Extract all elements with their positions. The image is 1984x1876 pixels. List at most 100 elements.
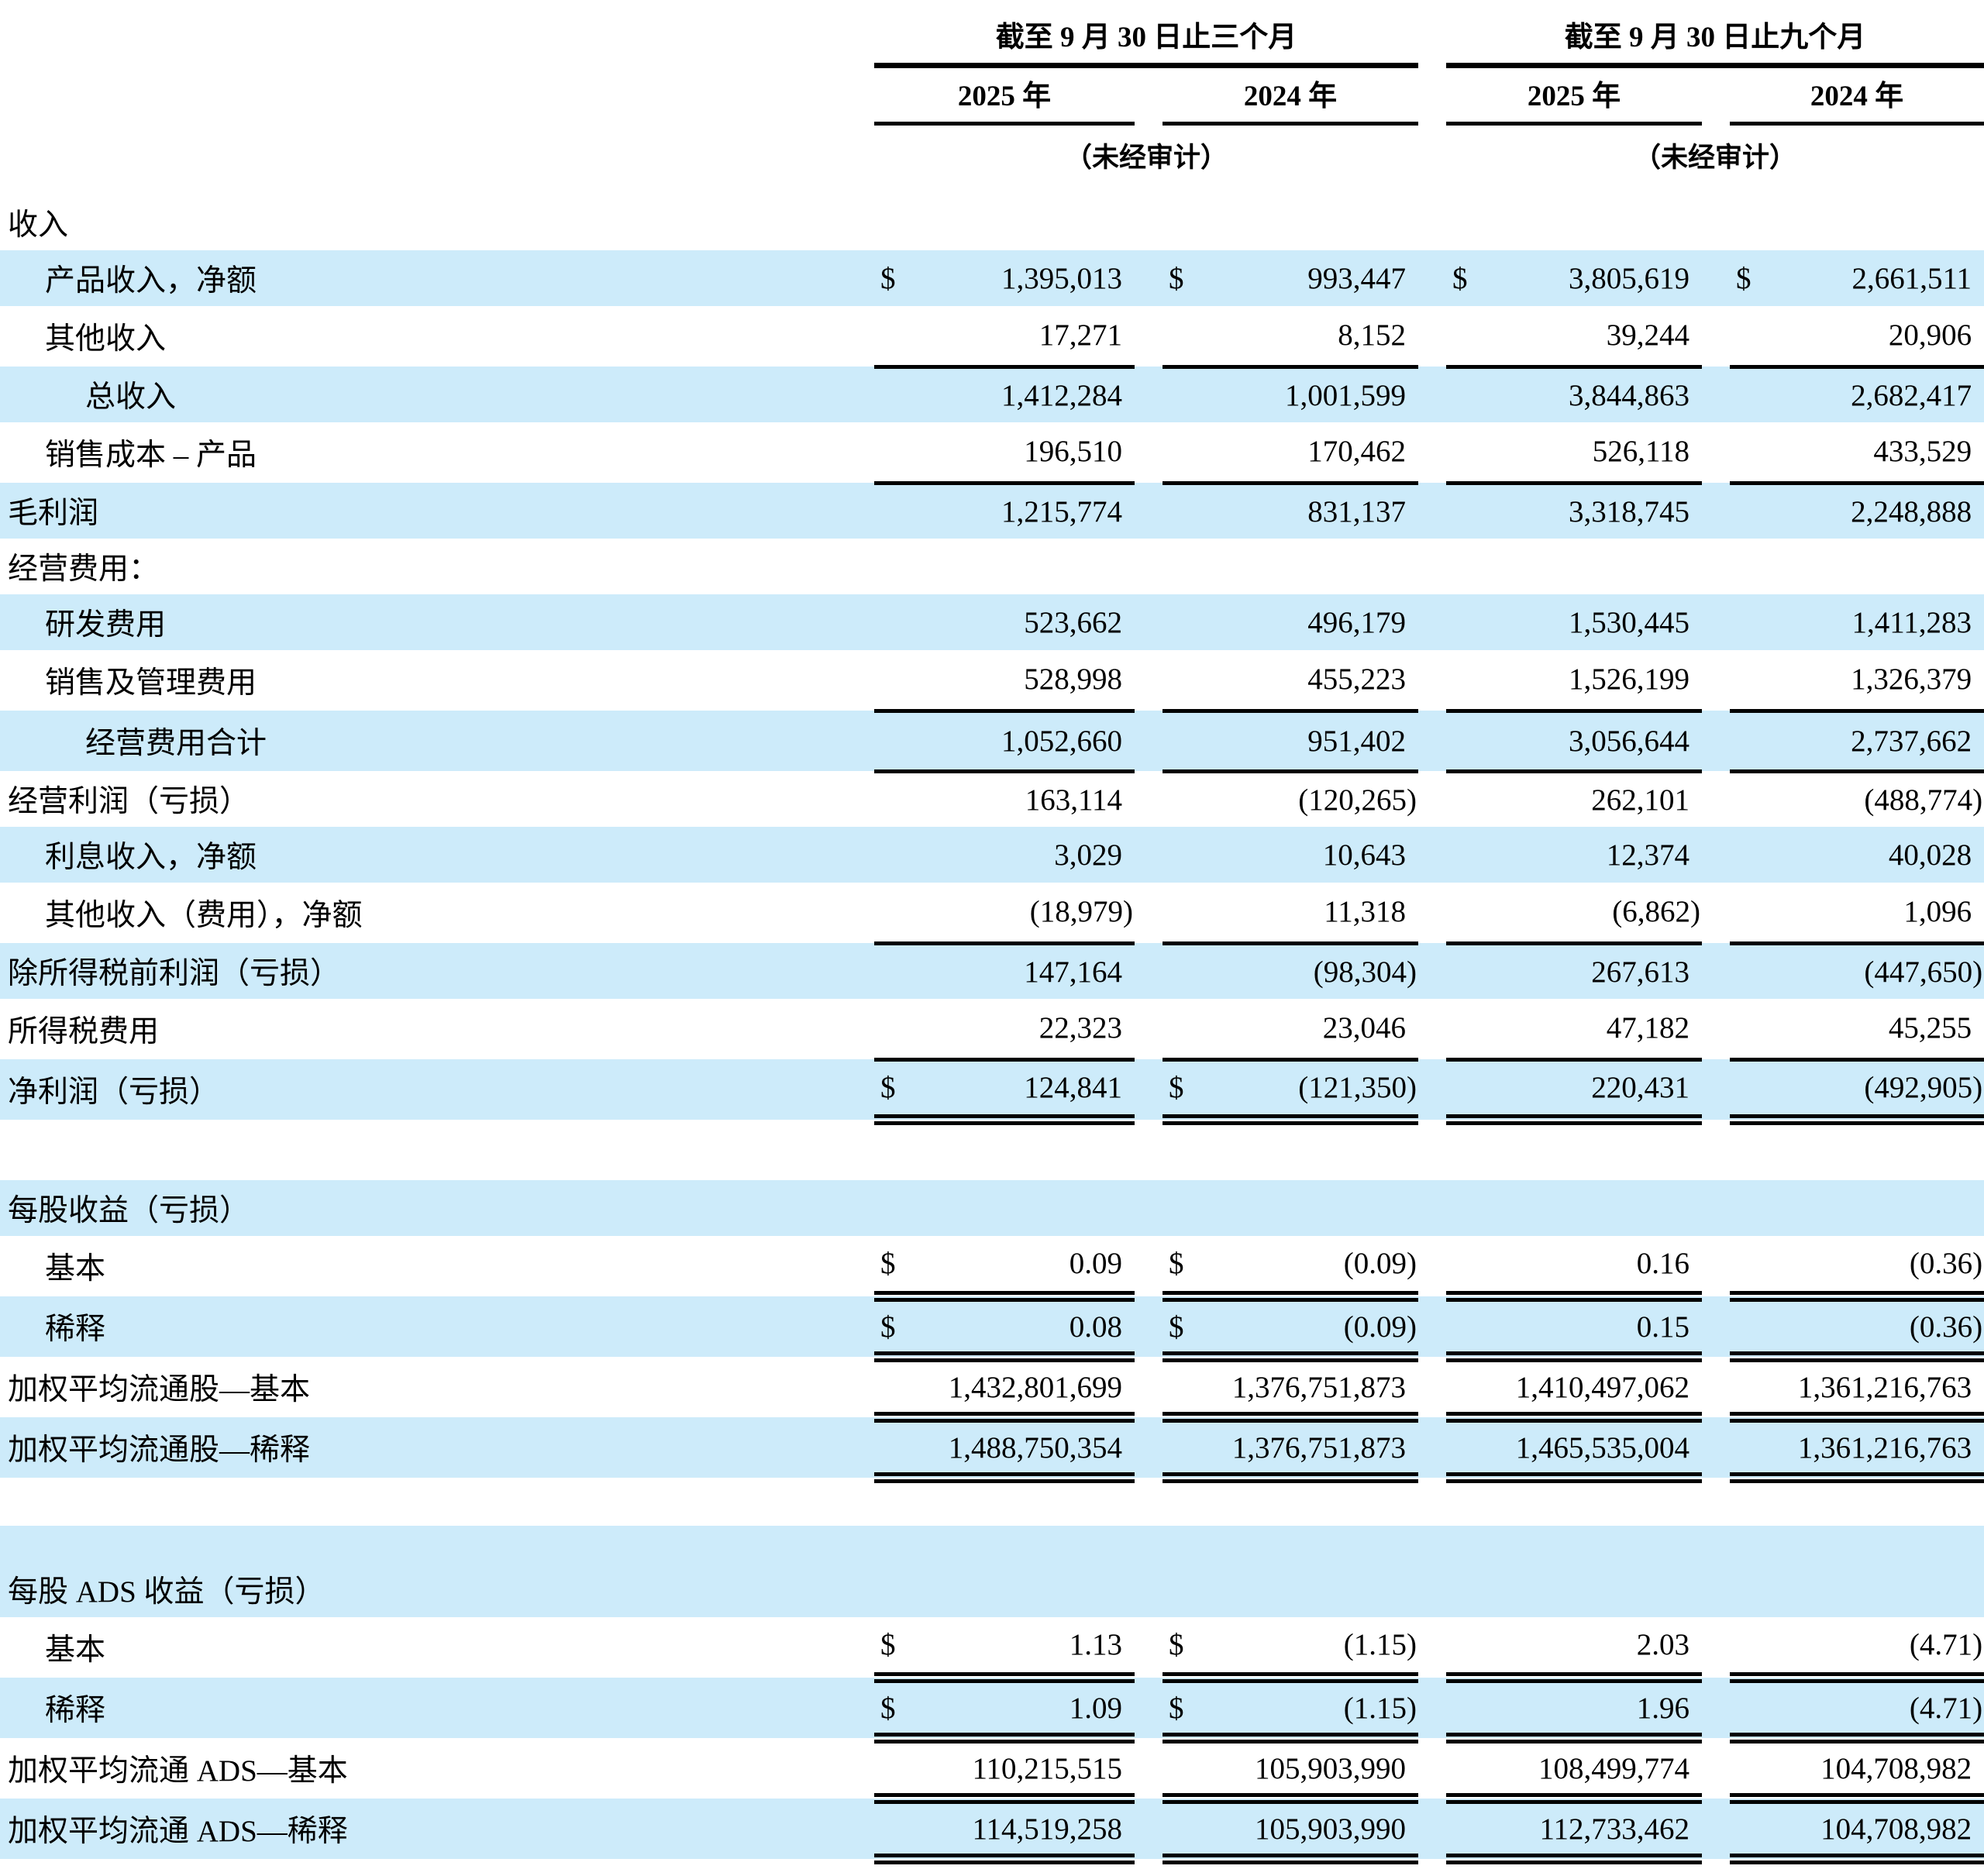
column-gap	[1418, 1417, 1446, 1478]
value-cell: 1,361,216,763	[1775, 1357, 1984, 1423]
value-cell: 951,402	[1207, 711, 1419, 773]
column-gap	[1135, 1059, 1162, 1120]
value-cell: 11,318	[1207, 883, 1419, 945]
dollar-sign-cell	[1730, 483, 1775, 539]
value-cell: 105,903,990	[1207, 1738, 1419, 1804]
dollar-sign-cell	[874, 943, 919, 999]
row-label: 收入	[8, 208, 69, 242]
row-label: 净利润（亏损）	[8, 1076, 220, 1109]
row-label: 产品收入，净额	[45, 264, 257, 298]
column-gap	[1418, 1561, 1446, 1617]
value-cell: 22,323	[919, 999, 1135, 1062]
group-gap	[1418, 0, 1446, 66]
dollar-sign-cell	[1162, 539, 1207, 594]
row-label: 基本	[45, 1252, 106, 1286]
year-header-9m-2025: 2025 年	[1446, 65, 1703, 126]
value-cell: 47,182	[1491, 999, 1703, 1062]
dollar-sign-cell	[874, 483, 919, 539]
value-cell: (0.36)	[1775, 1296, 1984, 1362]
row-label: 其他收入	[45, 322, 167, 356]
dollar-sign-cell	[1162, 999, 1207, 1062]
value-cell	[1491, 539, 1702, 594]
year-header-row: 2025 年 2024 年 2025 年 2024 年	[0, 65, 1984, 126]
dollar-sign-cell	[874, 711, 919, 773]
dollar-sign-cell	[1730, 1296, 1776, 1362]
value-cell: 39,244	[1491, 306, 1703, 369]
dollar-sign-cell	[874, 594, 919, 650]
value-cell: 3,844,863	[1569, 378, 1690, 412]
group-gap	[1135, 66, 1162, 124]
value-cell	[1775, 1180, 1984, 1236]
dollar-sign-cell	[1730, 1738, 1776, 1804]
column-gap	[1135, 1738, 1162, 1799]
column-gap	[1135, 1561, 1162, 1617]
table-row: 所得税费用 22,323 23,046 47,182 45,255	[0, 999, 1984, 1062]
dollar-sign-cell	[1730, 1617, 1776, 1683]
value-cell: (6,862)	[1491, 883, 1703, 945]
table-row: 加权平均流通 ADS—基本 110,215,515 105,903,990 108,4…	[0, 1738, 1984, 1804]
value-cell: 528,998	[919, 650, 1135, 713]
column-gap	[1135, 367, 1162, 422]
dollar-sign-cell: $	[1736, 261, 1752, 295]
spacer-row	[0, 1478, 1984, 1526]
column-gap	[1702, 827, 1730, 883]
column-gap	[1702, 1738, 1730, 1799]
column-gap	[1702, 539, 1730, 594]
dollar-sign-cell	[1446, 1799, 1492, 1864]
value-cell: 105,903,990	[1207, 1799, 1419, 1864]
dollar-sign-cell	[1162, 711, 1207, 773]
dollar-sign-cell	[1162, 650, 1207, 713]
column-gap	[1702, 422, 1730, 483]
dollar-sign-cell	[874, 999, 919, 1062]
dollar-sign-cell	[1730, 1059, 1776, 1125]
dollar-sign-cell: $	[1162, 1296, 1207, 1362]
dollar-sign-cell	[1446, 483, 1491, 539]
column-gap	[1702, 306, 1730, 367]
column-gap	[1702, 771, 1730, 827]
column-gap	[1418, 1180, 1446, 1236]
dollar-sign-cell	[1446, 1561, 1491, 1617]
value-cell: 23,046	[1207, 999, 1419, 1062]
column-gap	[1418, 1236, 1446, 1296]
statement-body: 收入 产品收入，净额 $1,395,013 $993,447 $3,805,619 $2,…	[0, 194, 1984, 1864]
table-row: 其他收入 17,271 8,152 39,244 20,906	[0, 306, 1984, 369]
value-cell: 1,215,774	[1001, 494, 1122, 528]
group-gap	[1702, 66, 1730, 124]
dollar-sign-cell	[874, 1738, 919, 1804]
dollar-sign-cell	[1730, 194, 1775, 250]
dollar-sign-cell	[874, 1799, 919, 1864]
dollar-sign-cell	[1730, 883, 1776, 945]
value-cell: 1,411,283	[1851, 605, 1972, 639]
dollar-sign-cell	[1446, 1357, 1492, 1423]
value-cell: 1,376,751,873	[1207, 1417, 1419, 1483]
value-cell	[919, 1180, 1135, 1236]
table-row: 加权平均流通股—基本 1,432,801,699 1,376,751,873 1,41…	[0, 1357, 1984, 1423]
column-gap	[1135, 422, 1162, 483]
table-row: 经营费用：	[0, 539, 1984, 594]
value-cell: 12,374	[1606, 838, 1690, 872]
value-cell: (447,650)	[1864, 955, 1983, 989]
dollar-sign-cell	[1446, 1059, 1492, 1125]
row-label: 稀释	[45, 1694, 106, 1727]
value-cell: (1.15)	[1207, 1617, 1419, 1683]
value-cell: (0.09)	[1207, 1296, 1419, 1362]
value-cell: 3,029	[1054, 838, 1122, 872]
table-row: 其他收入（费用），净额 (18,979) 11,318 (6,862) 1,096	[0, 883, 1984, 945]
value-cell: 3,805,619	[1569, 261, 1690, 295]
value-cell: 1,410,497,062	[1491, 1357, 1703, 1423]
dollar-sign-cell	[874, 1357, 919, 1423]
dollar-sign-cell	[1446, 1417, 1492, 1483]
dollar-sign-cell	[1446, 1180, 1491, 1236]
value-cell: 104,708,982	[1775, 1738, 1984, 1804]
column-gap	[1418, 650, 1446, 711]
column-gap	[1702, 1296, 1730, 1357]
value-cell: 10,643	[1322, 838, 1407, 872]
dollar-sign-cell	[1446, 650, 1492, 713]
column-gap	[1418, 943, 1446, 999]
dollar-sign-cell	[874, 650, 919, 713]
dollar-sign-cell	[1162, 594, 1207, 650]
value-cell: 1,412,284	[1001, 378, 1122, 412]
value-cell: (4.71)	[1775, 1617, 1984, 1683]
dollar-sign-cell	[1730, 594, 1775, 650]
